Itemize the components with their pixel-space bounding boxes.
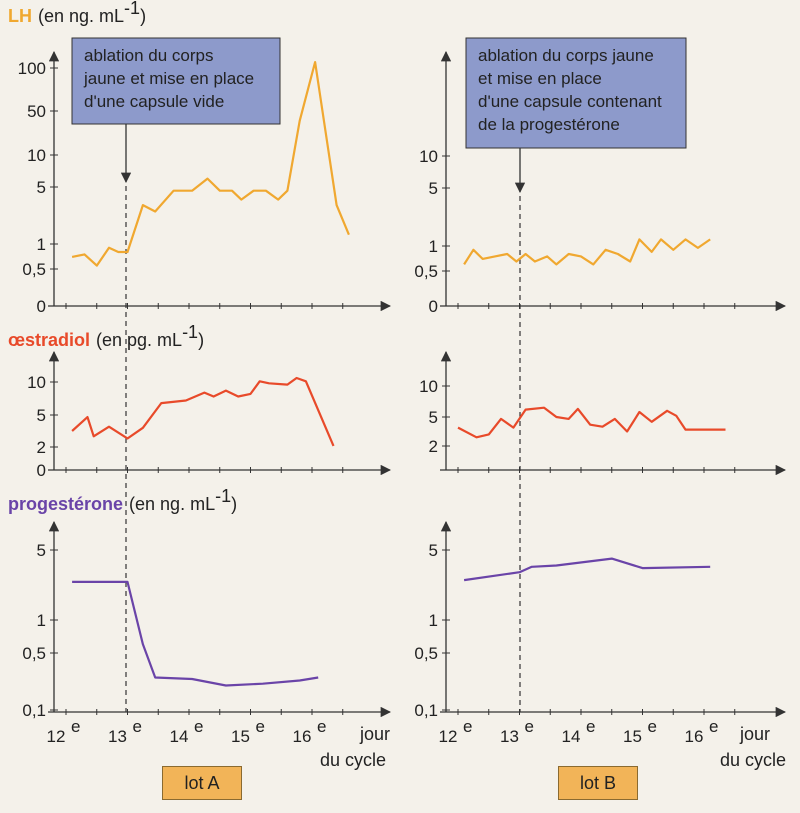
lh-a-y-tick-label: 50 (27, 102, 46, 121)
lh-b-y-tick-label: 5 (429, 179, 438, 198)
lh-a-series-line (71, 60, 350, 267)
oe-exp: -1 (182, 322, 198, 342)
annotation-box-a (71, 37, 281, 125)
x-label-du-cycle-a: du cycle (320, 750, 386, 770)
lh-unit: (en ng. mL (38, 6, 124, 26)
lh-b-y-tick-label: 1 (429, 237, 438, 256)
oe-unit: (en pg. mL (96, 330, 182, 350)
pg-a-y-tick-label: 0,5 (22, 644, 46, 663)
oe-a-y-tick-label: 10 (27, 373, 46, 392)
lh-a-y-tick-label: 100 (18, 59, 46, 78)
x-tick-suffix-b: e (709, 717, 718, 736)
pg-exp: -1 (215, 486, 231, 506)
oe-close: ) (198, 330, 204, 350)
oe-title: œstradiol (en pg. mL-1) (8, 322, 204, 350)
oe-a-y-tick-label: 0 (37, 461, 46, 480)
pg-b-y-tick-label: 5 (429, 541, 438, 560)
oe-b-y-tick-label: 2 (429, 437, 438, 456)
x-tick-suffix-b: e (463, 717, 472, 736)
lh-a-y-tick-label: 1 (37, 235, 46, 254)
lh-a-y-tick-label: 0,5 (22, 260, 46, 279)
oe-b-y-tick-label: 10 (419, 377, 438, 396)
lh-b-series-line (463, 238, 711, 266)
x-tick-suffix-a: e (133, 717, 142, 736)
pg-a-series-line (72, 580, 319, 687)
pg-b-y-tick-label: 0,5 (414, 644, 438, 663)
lh-a-y-tick-label: 10 (27, 146, 46, 165)
x-tick-suffix-a: e (256, 717, 265, 736)
x-tick-suffix-b: e (525, 717, 534, 736)
lh-title: LH (en ng. mL-1) (8, 0, 146, 26)
lot-a-label: lot A (162, 766, 242, 800)
x-label-du-cycle: du cycle (720, 750, 786, 770)
annotation-a-line-1: ablation du corps (84, 46, 213, 65)
annotation-a-line-3: d'une capsule vide (84, 92, 224, 111)
oe-b-series-line (457, 406, 726, 439)
x-tick-label-a: 14 (170, 727, 189, 746)
x-label-jour-a: jour (359, 724, 390, 744)
oe-b-y-tick-label: 5 (429, 408, 438, 427)
pg-a-y-tick-label: 1 (37, 611, 46, 630)
lh-a-y-tick-label: 0 (37, 297, 46, 316)
x-tick-suffix-b: e (586, 717, 595, 736)
x-tick-label-b: 13 (500, 727, 519, 746)
x-tick-label-a: 13 (108, 727, 127, 746)
x-label-jour: jour (739, 724, 770, 744)
pg-close: ) (231, 494, 237, 514)
x-tick-label-a: 15 (231, 727, 250, 746)
x-tick-suffix-b: e (648, 717, 657, 736)
pg-a-y-tick-label: 5 (37, 541, 46, 560)
pg-title: progestérone (en ng. mL-1) (8, 486, 237, 514)
annotation-b-line-4: de la progestérone (478, 115, 620, 134)
lh-exp: -1 (124, 0, 140, 18)
x-tick-suffix-a: e (71, 717, 80, 736)
x-tick-label-b: 14 (562, 727, 581, 746)
oe-a-y-tick-label: 5 (37, 406, 46, 425)
lh-close: ) (140, 6, 146, 26)
annotation-b-line-1: ablation du corps jaune (478, 46, 654, 65)
pg-a-y-tick-label: 0,1 (22, 701, 46, 720)
x-tick-suffix-a: e (317, 717, 326, 736)
annotation-b-line-3: d'une capsule contenant (478, 92, 662, 111)
lh-b-y-tick-label: 10 (419, 147, 438, 166)
lot-b-label: lot B (558, 766, 638, 800)
oe-a-y-tick-label: 2 (37, 438, 46, 457)
pg-b-series-line (463, 557, 711, 582)
x-tick-label-b: 15 (623, 727, 642, 746)
pg-b-y-tick-label: 1 (429, 611, 438, 630)
annotation-b-line-2: et mise en place (478, 69, 602, 88)
x-tick-label-a: 16 (293, 727, 312, 746)
pg-b-y-tick-label: 0,1 (414, 701, 438, 720)
pg-unit: (en ng. mL (129, 494, 215, 514)
x-tick-label-b: 16 (685, 727, 704, 746)
lh-a-y-tick-label: 5 (37, 178, 46, 197)
annotation-a-line-2: jaune et mise en place (83, 69, 254, 88)
x-tick-suffix-a: e (194, 717, 203, 736)
oe-name: œstradiol (8, 330, 90, 350)
oe-a-series-line (71, 376, 335, 447)
lh-name: LH (8, 6, 32, 26)
lh-b-y-tick-label: 0 (429, 297, 438, 316)
x-tick-label-a: 12 (47, 727, 66, 746)
annotation-box-b (465, 37, 687, 149)
pg-name: progestérone (8, 494, 123, 514)
lh-b-y-tick-label: 0,5 (414, 262, 438, 281)
x-tick-label-b: 12 (439, 727, 458, 746)
